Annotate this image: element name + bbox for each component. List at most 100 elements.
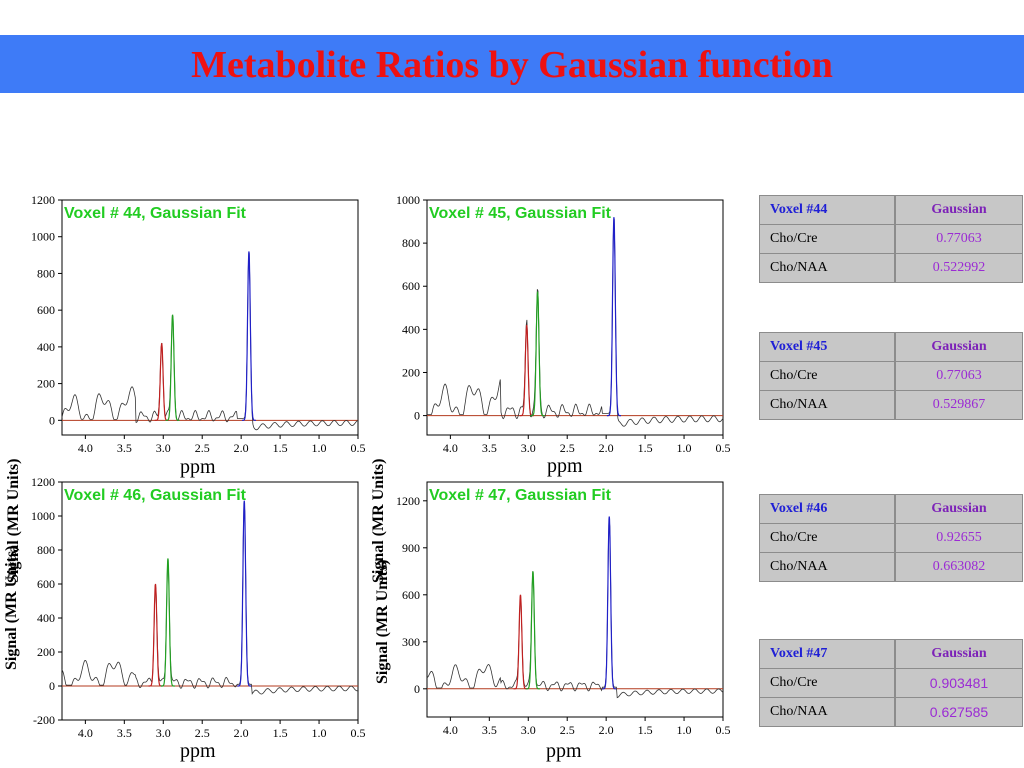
y-tick-label: 600 (402, 279, 420, 293)
ratio-table-voxel-46: Voxel #46 Gaussian Cho/Cre 0.92655 Cho/NAA… (759, 494, 1023, 582)
page-title: Metabolite Ratios by Gaussian function (191, 44, 833, 86)
ratio-name: Cho/NAA (759, 253, 896, 283)
x-axis-label: ppm (547, 455, 583, 477)
y-tick-label: 800 (37, 543, 55, 557)
y-tick-label: 900 (402, 541, 420, 555)
ratio-value: 0.903481 (894, 668, 1023, 698)
x-tick-label: 0.5 (716, 723, 731, 737)
y-axis-label: Signal (MR Units) (3, 545, 20, 670)
y-tick-label: 1000 (31, 509, 55, 523)
x-tick-label: 3.5 (482, 723, 497, 737)
spectrum-svg-voxel-47: 1200 900 600 300 0 4.0 3.5 3.0 2.5 2.0 1.5 1.0 0.5 Vo… (396, 481, 731, 737)
x-tick-label: 0.5 (351, 726, 366, 740)
y-tick-label: 0 (49, 679, 55, 693)
gaussian-fit-naa (606, 217, 621, 417)
y-tick-label: 1000 (31, 230, 55, 244)
y-tick-label: 800 (402, 236, 420, 250)
y-tick-label: 1200 (396, 494, 420, 508)
gaussian-fit-cre (165, 314, 180, 421)
ratio-value: 0.522992 (894, 253, 1023, 283)
spectrum-plot-voxel-45: 1000 800 600 400 200 0 4.0 3.5 3.0 2.5 2.0 1.5 1.0 0.… (365, 190, 740, 583)
plot-frame (426, 199, 724, 436)
gaussian-fit-cho (154, 343, 169, 421)
method-header: Gaussian (894, 195, 1023, 225)
gaussian-fit-naa (241, 251, 256, 421)
method-header: Gaussian (894, 639, 1023, 669)
x-tick-label: 3.0 (521, 723, 536, 737)
x-tick-label: 1.5 (638, 441, 653, 455)
x-tick-label: 1.5 (273, 441, 288, 455)
y-tick-label: 200 (37, 377, 55, 391)
ratio-value: 0.663082 (894, 552, 1023, 582)
y-tick-label: 600 (37, 303, 55, 317)
x-tick-label: 3.5 (482, 441, 497, 455)
x-tick-label: 4.0 (78, 726, 93, 740)
gaussian-fit-cre (525, 571, 540, 690)
ratio-table-voxel-45: Voxel #45 Gaussian Cho/Cre 0.77063 Cho/NAA… (759, 332, 1023, 420)
x-tick-label: 1.0 (677, 723, 692, 737)
y-tick-label: 1200 (31, 193, 55, 207)
x-axis-label: ppm (546, 740, 582, 762)
gaussian-fit-naa (602, 516, 617, 690)
ratio-value: 0.77063 (894, 224, 1023, 254)
y-tick-label: -200 (33, 713, 55, 727)
x-tick-label: 4.0 (443, 441, 458, 455)
spectrum-svg-voxel-46: 1200 1000 800 600 400 200 0 -200 4.0 3.5 3.0 2.5 2.0… (31, 475, 366, 740)
spectrum-plot-voxel-47: 1200 900 600 300 0 4.0 3.5 3.0 2.5 2.0 1.5 1.0 0.5 Vo… (365, 472, 740, 768)
x-tick-label: 2.5 (195, 726, 210, 740)
x-tick-label: 1.0 (677, 441, 692, 455)
y-tick-label: 1200 (31, 475, 55, 489)
spectrum-line (61, 501, 359, 695)
y-tick-label: 800 (37, 266, 55, 280)
x-tick-label: 4.0 (443, 723, 458, 737)
x-tick-label: 2.0 (599, 723, 614, 737)
x-tick-label: 0.5 (716, 441, 731, 455)
y-tick-label: 0 (49, 413, 55, 427)
y-tick-label: 600 (37, 577, 55, 591)
spectrum-line (427, 218, 724, 427)
method-header: Gaussian (894, 332, 1023, 362)
x-tick-label: 1.0 (312, 726, 327, 740)
y-tick-label: 400 (402, 322, 420, 336)
method-header: Gaussian (894, 494, 1023, 524)
voxel-header: Voxel #46 (759, 494, 896, 524)
spectrum-svg-voxel-44: 1200 1000 800 600 400 200 0 4.0 3.5 3.0 2.5 2.0 1.5 1… (31, 193, 366, 455)
x-tick-label: 3.0 (156, 726, 171, 740)
gaussian-fit-cre (530, 291, 545, 417)
y-tick-label: 400 (37, 340, 55, 354)
gaussian-fit-cho (148, 583, 163, 687)
ratio-table-voxel-47: Voxel #47 Gaussian Cho/Cre 0.903481 Cho/NA… (759, 639, 1023, 727)
x-tick-label: 1.0 (312, 441, 327, 455)
x-axis-label: ppm (180, 740, 216, 762)
spectrum-line (426, 517, 724, 699)
spectrum-plot-voxel-46: 1200 1000 800 600 400 200 0 -200 4.0 3.5 3.0 2.5 2.0… (0, 472, 375, 768)
plot-frame (61, 199, 359, 436)
ratio-value: 0.92655 (894, 523, 1023, 553)
spectrum-plot-voxel-44: 1200 1000 800 600 400 200 0 4.0 3.5 3.0 2.5 2.0 1.5 1… (0, 190, 375, 583)
y-tick-label: 600 (402, 588, 420, 602)
ratio-table-voxel-44: Voxel #44 Gaussian Cho/Cre 0.77063 Cho/NAA… (759, 195, 1023, 283)
x-tick-label: 2.0 (234, 441, 249, 455)
spectrum-line (61, 252, 359, 431)
y-tick-label: 0 (414, 409, 420, 423)
ratio-name: Cho/NAA (759, 552, 896, 582)
spectrum-svg-voxel-45: 1000 800 600 400 200 0 4.0 3.5 3.0 2.5 2.0 1.5 1.0 0.… (396, 193, 731, 455)
ratio-value: 0.77063 (894, 361, 1023, 391)
voxel-label: Voxel # 47, Gaussian Fit (429, 487, 612, 504)
y-tick-label: 0 (414, 682, 420, 696)
y-tick-label: 300 (402, 635, 420, 649)
y-tick-label: 400 (37, 611, 55, 625)
y-tick-label: 200 (402, 365, 420, 379)
x-tick-label: 3.5 (117, 441, 132, 455)
title-banner: Metabolite Ratios by Gaussian function (0, 35, 1024, 93)
voxel-header: Voxel #45 (759, 332, 896, 362)
ratio-name: Cho/Cre (759, 523, 896, 553)
ratio-name: Cho/Cre (759, 361, 896, 391)
x-tick-label: 3.0 (521, 441, 536, 455)
x-axis-label: ppm (180, 456, 216, 478)
y-tick-label: 1000 (396, 193, 420, 207)
ratio-name: Cho/NAA (759, 390, 896, 420)
plot-frame (426, 481, 724, 718)
y-axis-label: Signal (MR Units) (374, 559, 391, 684)
x-tick-label: 2.0 (234, 726, 249, 740)
